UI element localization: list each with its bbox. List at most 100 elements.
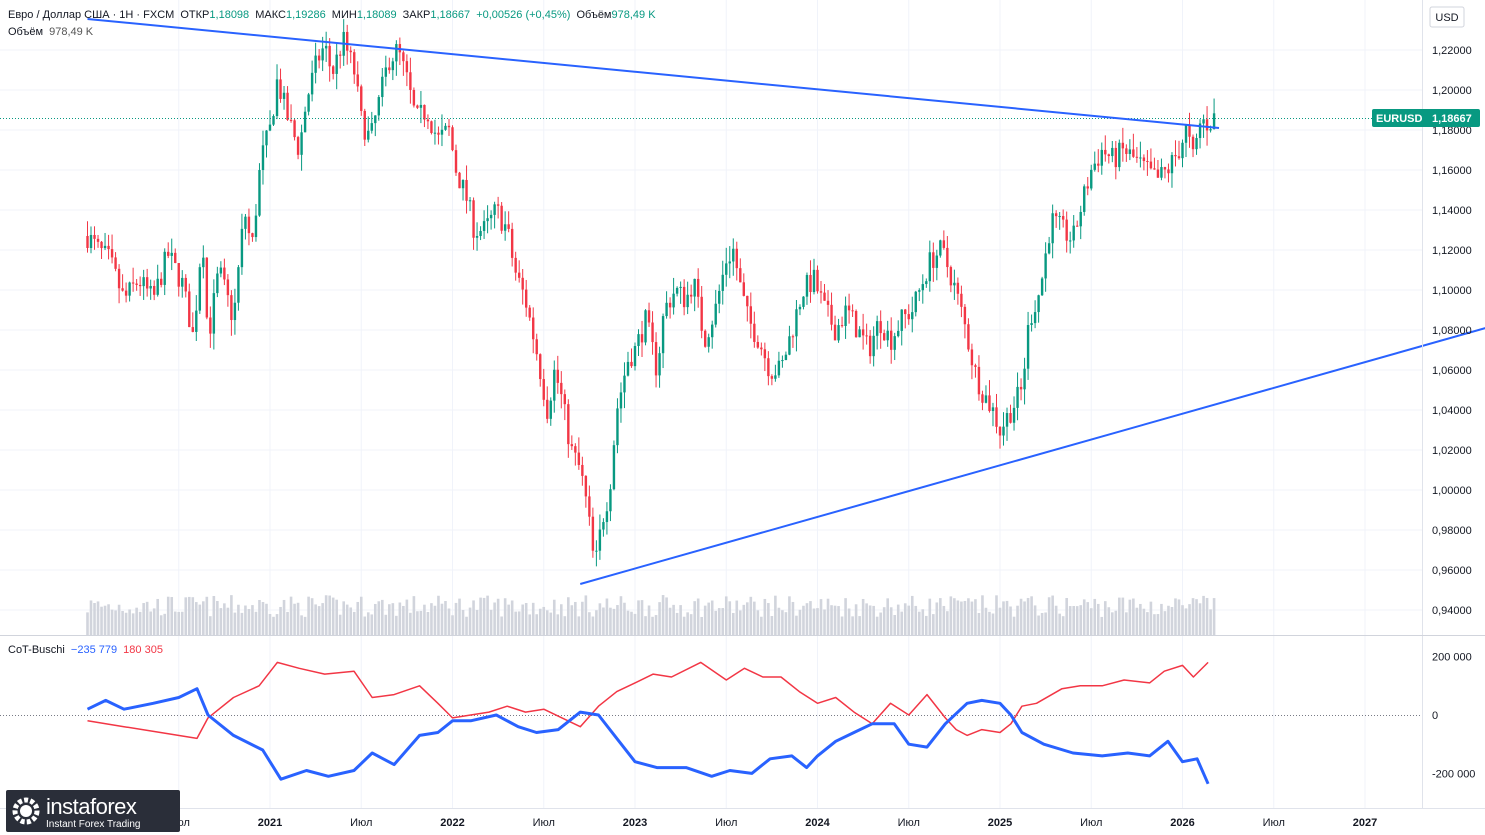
volume-bar (1002, 601, 1005, 635)
volume-bar (426, 612, 430, 635)
candle-body (693, 278, 696, 297)
candle-body (911, 312, 914, 320)
candles (86, 19, 1216, 567)
volume-bar (384, 614, 388, 635)
candle-body (847, 305, 851, 311)
volume-bar (145, 601, 149, 635)
candle-body (363, 110, 366, 140)
candle-body (1191, 136, 1195, 150)
volume-bar (230, 595, 233, 635)
volume-bar (314, 604, 317, 635)
volume-bar (861, 598, 865, 635)
volume-bar (247, 609, 251, 635)
volume-bar (251, 605, 254, 635)
candle-body (574, 446, 577, 453)
candle-body (496, 204, 500, 206)
candle-body (230, 295, 233, 321)
candle-body (539, 354, 542, 380)
candle-body (904, 309, 907, 315)
volume-bar (423, 604, 426, 635)
volume-bar (268, 614, 272, 635)
candle-body (826, 300, 830, 305)
cot-indicator-lines (86, 661, 1210, 785)
indicator-legend[interactable]: CoT-Buschi −235 779 180 305 (8, 644, 166, 656)
volume-bar (345, 604, 349, 635)
symbol-name[interactable]: Евро / Доллар США · 1Н · FXCM (8, 9, 175, 21)
candle-body (886, 330, 889, 341)
candle-body (1079, 211, 1082, 227)
candle-body (296, 137, 300, 155)
candle-body (451, 127, 454, 151)
volume-bar (928, 598, 932, 635)
volume-bar (93, 603, 96, 635)
volume-bar (282, 599, 286, 635)
volume-bar (956, 600, 960, 635)
volume-bar (640, 600, 644, 635)
candle-body (970, 349, 974, 366)
volume-bar (1058, 613, 1061, 635)
candle-body (454, 150, 458, 173)
currency-box[interactable] (1429, 6, 1465, 28)
candle-body (637, 334, 640, 347)
trendline-descending-resistance[interactable] (87, 18, 1220, 129)
close-label: ЗАКР (402, 9, 431, 21)
price-tag: EURUSD 1,18667 (1372, 109, 1480, 127)
candle-body (868, 335, 872, 357)
volume-bar (805, 603, 809, 635)
volume-bar (605, 598, 609, 635)
volume-bar (616, 605, 619, 635)
candle-body (233, 302, 237, 321)
cot-axis[interactable]: 200 000 0 -200 000 (1432, 652, 1475, 781)
candle-body (142, 277, 145, 287)
volume-bar (1132, 598, 1135, 635)
candle-body (819, 291, 823, 293)
volume-bar (1142, 608, 1146, 635)
candle-body (103, 245, 107, 249)
candle-body (732, 248, 735, 262)
candle-body (156, 278, 159, 295)
candle-body (1181, 142, 1184, 159)
candle-body (805, 274, 809, 297)
candle-body (223, 267, 226, 280)
candle-body (661, 316, 665, 354)
volume-bar (907, 605, 911, 635)
candle-body (942, 240, 946, 248)
price-tick-label: 0,98000 (1432, 525, 1472, 537)
time-tick-label: 2022 (440, 817, 464, 829)
candle-body (167, 251, 170, 256)
candle-body (795, 309, 798, 337)
volume-bar (433, 605, 437, 635)
volume-bar (1054, 605, 1058, 635)
volume-bar (1139, 603, 1142, 635)
volume-bar (472, 600, 475, 635)
candle-body (265, 130, 268, 146)
candle-body (1037, 295, 1040, 313)
candle-body (212, 293, 216, 334)
candle-body (1205, 119, 1209, 131)
volume-bar (279, 606, 282, 635)
volume-bar (658, 602, 661, 635)
price-axis[interactable]: 1,22000 1,20000 1,18000 1,16000 1,14000 1,120… (1432, 45, 1472, 617)
volume-legend[interactable]: Объём 978,49 K (8, 26, 96, 38)
candle-body (170, 252, 173, 256)
candle-body (1076, 225, 1079, 227)
candle-body (465, 179, 468, 201)
candle-body (128, 282, 131, 296)
candle-body (1030, 323, 1033, 325)
volume-bar (223, 603, 226, 635)
volume-bar (373, 603, 377, 635)
indicator-value-red: 180 305 (123, 644, 163, 656)
candle-body (1128, 149, 1132, 154)
trendline-ascending-support[interactable] (579, 326, 1485, 585)
volume-bar (1044, 612, 1047, 635)
time-axis[interactable]: Июл 2021 Июл 2022 Июл 2023 Июл 2024 Июл 2025 Июл 20… (168, 817, 1378, 829)
volume-bar (900, 611, 904, 635)
symbol-legend[interactable]: Евро / Доллар США · 1Н · FXCM ОТКР1,1809… (8, 9, 659, 21)
volume-bar (851, 616, 854, 635)
volume-label: Объём (576, 9, 612, 21)
volume-bar (391, 603, 395, 635)
volume-bar (1160, 603, 1163, 635)
volume-bar (868, 605, 872, 635)
volume-bar (1114, 610, 1118, 635)
candle-body (1156, 169, 1160, 178)
